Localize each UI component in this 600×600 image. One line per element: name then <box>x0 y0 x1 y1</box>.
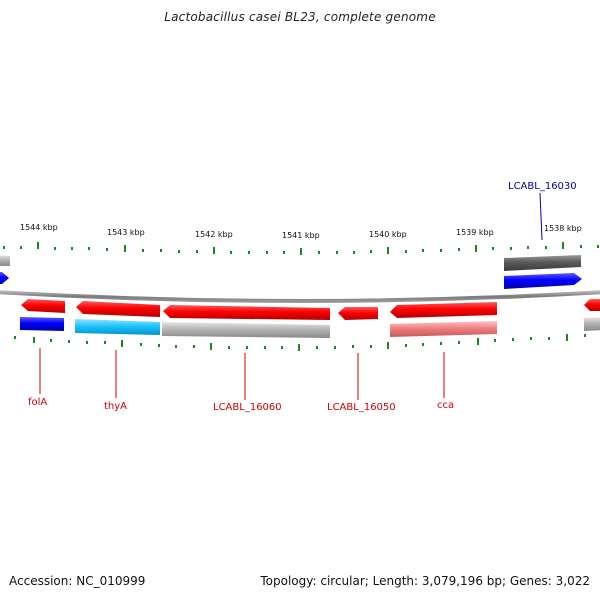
feature-red-thyA[interactable] <box>76 301 160 317</box>
gene-label-16060: LCABL_16060 <box>213 402 282 413</box>
tick-label-1539: 1539 kbp <box>456 228 494 237</box>
genome-backbone <box>0 290 600 303</box>
gene-label-cca: cca <box>437 400 454 411</box>
upper-features <box>0 255 582 289</box>
gene-labels: folA thyA LCABL_16060 LCABL_16050 cca LC… <box>28 181 577 413</box>
lower-features <box>20 317 600 338</box>
tick-label-1542: 1542 kbp <box>195 230 233 239</box>
feature-blue-left-arrow[interactable] <box>0 272 9 284</box>
feature-grey-right-edge[interactable] <box>584 317 600 331</box>
genome-summary-text: Topology: circular; Length: 3,079,196 bp… <box>260 574 590 588</box>
accession-text: Accession: NC_010999 <box>9 574 146 588</box>
tick-marks-bottom <box>14 334 586 351</box>
feature-red-16060[interactable] <box>163 305 330 320</box>
reverse-red-features <box>21 299 600 320</box>
gene-label-16050: LCABL_16050 <box>327 402 396 413</box>
gene-label-thyA: thyA <box>104 401 127 412</box>
gene-label-folA: folA <box>28 397 47 408</box>
feature-dark-grey-16030[interactable] <box>504 255 581 271</box>
tick-labels: 1544 kbp 1543 kbp 1542 kbp 1541 kbp 1540… <box>20 223 582 240</box>
label-leader-lines <box>39 192 543 400</box>
gene-label-16030: LCABL_16030 <box>508 181 577 192</box>
feature-grey-16060[interactable] <box>162 322 330 338</box>
tick-label-1543: 1543 kbp <box>107 228 145 237</box>
feature-blue-16030[interactable] <box>504 273 582 289</box>
tick-label-1541: 1541 kbp <box>282 231 320 240</box>
feature-red-right-edge[interactable] <box>584 299 600 311</box>
feature-red-folA[interactable] <box>21 299 65 313</box>
feature-pink-cca[interactable] <box>390 321 497 337</box>
feature-light-blue-thyA[interactable] <box>75 319 160 335</box>
feature-red-cca[interactable] <box>390 302 497 318</box>
feature-blue-folA[interactable] <box>20 317 64 331</box>
feature-grey-left-edge[interactable] <box>0 255 10 266</box>
tick-label-1538: 1538 kbp <box>544 224 582 233</box>
feature-red-16050[interactable] <box>338 307 378 320</box>
leader-16030 <box>539 192 543 241</box>
map-title: Lactobacillus casei BL23, complete genom… <box>164 10 436 24</box>
tick-marks-top <box>3 242 599 255</box>
tick-label-1540: 1540 kbp <box>369 230 407 239</box>
tick-label-1544: 1544 kbp <box>20 223 58 232</box>
